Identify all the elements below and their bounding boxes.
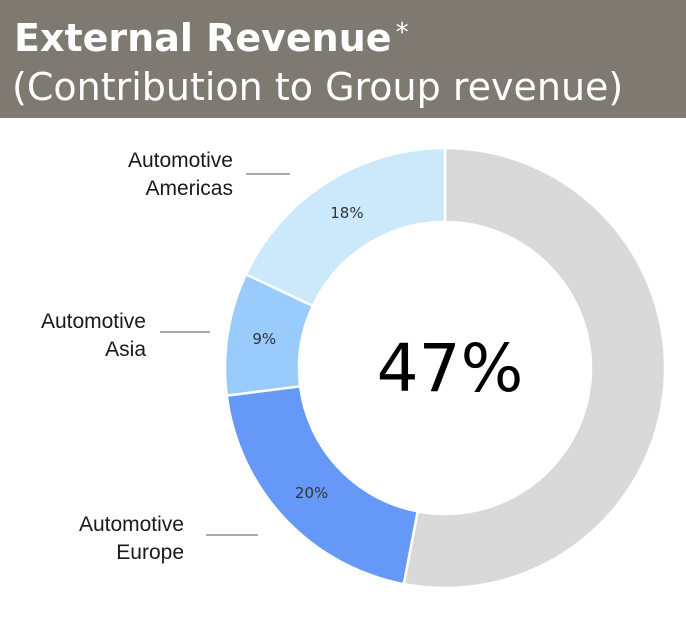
slice-automotive-americas [244,146,447,308]
value-label-automotive-americas: 18% [330,204,363,222]
center-percentage: 47% [377,330,524,407]
callout-automotive-asia: Automotive Asia [41,310,146,361]
header-banner: External Revenue * (Contribution to Group… [0,0,686,118]
title-text: External Revenue [14,16,392,60]
callout-automotive-americas: Automotive Americas [128,149,233,200]
title-asterisk: * [395,18,409,48]
value-label-automotive-asia: 9% [252,330,276,348]
donut-slices [223,146,667,590]
slice-callouts: Automotive Europe Automotive Asia Automotive… [41,149,290,564]
slice-value-labels: 20% 9% 18% [252,204,363,502]
slice-rest-of-group [402,146,667,590]
page-subtitle: (Contribution to Group revenue) [12,65,624,109]
callout-automotive-europe: Automotive Europe [79,513,184,564]
value-label-automotive-europe: 20% [295,484,328,502]
page-title: External Revenue * [14,8,409,63]
